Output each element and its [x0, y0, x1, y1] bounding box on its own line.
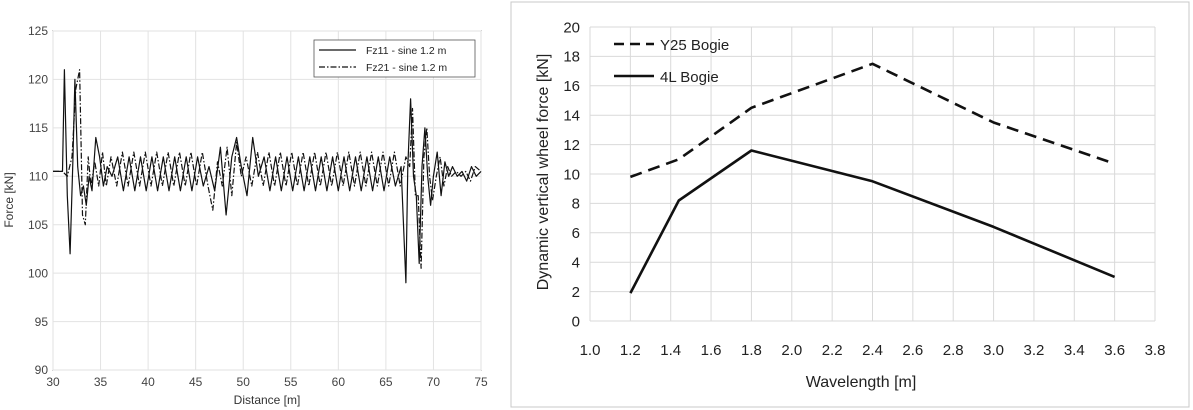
left-series-lines: [53, 69, 482, 284]
left-x-tick-labels: 30 35 40 45 50 55 60 65 70 75: [46, 375, 488, 389]
x-tick-label: 50: [237, 375, 251, 389]
x-tick-label: 3.2: [1023, 342, 1044, 359]
x-tick-label: 35: [94, 375, 108, 389]
right-legend: Y25 Bogie 4L Bogie: [614, 37, 729, 86]
right-legend-label-4l: 4L Bogie: [660, 69, 719, 86]
x-tick-label: 1.0: [580, 342, 601, 359]
y-tick-label: 14: [563, 107, 580, 124]
left-legend: Fz11 - sine 1.2 m Fz21 - sine 1.2 m: [313, 39, 476, 78]
y-tick-label: 120: [28, 73, 48, 87]
y-tick-label: 110: [29, 169, 48, 183]
y-tick-label: 6: [572, 225, 580, 242]
left-force-chart: 90 95 100 105 110 115 120 125 30 35 40 45 50 55 60 65 7…: [2, 24, 488, 407]
x-tick-label: 3.6: [1104, 342, 1125, 359]
x-tick-label: 2.6: [902, 342, 923, 359]
x-tick-label: 1.6: [701, 342, 722, 359]
x-tick-label: 3.0: [983, 342, 1004, 359]
left-plot-area: [52, 30, 482, 371]
x-tick-label: 55: [284, 375, 298, 389]
x-tick-label: 60: [332, 375, 346, 389]
right-series-lines: [629, 62, 1116, 294]
right-wheel-force-chart: 0 2 4 6 8 10 12 14 16 18 20 1.0 1.2 1.4 1.6 1.8 2.0 2.2 2…: [510, 1, 1190, 408]
y-tick-label: 4: [572, 254, 580, 271]
y-tick-label: 115: [29, 121, 48, 135]
left-legend-label-fz11: Fz11 - sine 1.2 m: [366, 45, 447, 57]
x-tick-label: 3.8: [1145, 342, 1166, 359]
right-chart-frame: [510, 1, 1190, 408]
right-y-axis-label: Dynamic vertical wheel force [kN]: [535, 54, 552, 291]
right-grid: [589, 26, 1156, 322]
y-tick-label: 90: [35, 363, 49, 377]
y-tick-label: 105: [28, 218, 48, 232]
x-tick-label: 3.4: [1064, 342, 1085, 359]
x-tick-label: 70: [427, 375, 441, 389]
left-legend-label-fz21: Fz21 - sine 1.2 m: [366, 62, 447, 74]
y-tick-label: 2: [572, 284, 580, 301]
x-tick-label: 2.0: [781, 342, 802, 359]
left-y-axis-label: Force [kN]: [2, 172, 16, 227]
right-y-tick-labels: 0 2 4 6 8 10 12 14 16 18 20: [563, 19, 580, 330]
x-tick-label: 1.2: [620, 342, 641, 359]
x-tick-label: 2.2: [822, 342, 843, 359]
y-tick-label: 0: [572, 313, 580, 330]
right-x-tick-labels: 1.0 1.2 1.4 1.6 1.8 2.0 2.2 2.4 2.6 2.8 3.0 3.2 3.4 3…: [580, 342, 1166, 359]
y-tick-label: 12: [563, 137, 580, 154]
x-tick-label: 1.8: [741, 342, 762, 359]
left-x-axis-label: Distance [m]: [234, 393, 301, 407]
x-tick-label: 30: [46, 375, 60, 389]
series-line-1: [53, 69, 482, 269]
series-line-1: [629, 149, 1116, 294]
right-legend-label-y25: Y25 Bogie: [660, 37, 729, 54]
y-tick-label: 20: [563, 19, 580, 36]
x-tick-label: 45: [189, 375, 203, 389]
y-tick-label: 125: [28, 24, 48, 38]
y-tick-label: 10: [563, 166, 580, 183]
x-tick-label: 40: [141, 375, 155, 389]
left-legend-box: [313, 39, 476, 78]
y-tick-label: 100: [28, 266, 48, 280]
x-tick-label: 75: [474, 375, 488, 389]
y-tick-label: 18: [563, 49, 580, 66]
x-tick-label: 65: [379, 375, 393, 389]
series-line-0: [629, 62, 1116, 179]
x-tick-label: 1.4: [660, 342, 681, 359]
y-tick-label: 16: [563, 78, 580, 95]
x-tick-label: 2.8: [943, 342, 964, 359]
y-tick-label: 95: [35, 315, 49, 329]
left-y-tick-labels: 90 95 100 105 110 115 120 125: [28, 24, 48, 377]
series-line-0: [53, 69, 482, 284]
x-tick-label: 2.4: [862, 342, 883, 359]
right-x-axis-label: Wavelength [m]: [806, 374, 917, 391]
y-tick-label: 8: [572, 196, 580, 213]
